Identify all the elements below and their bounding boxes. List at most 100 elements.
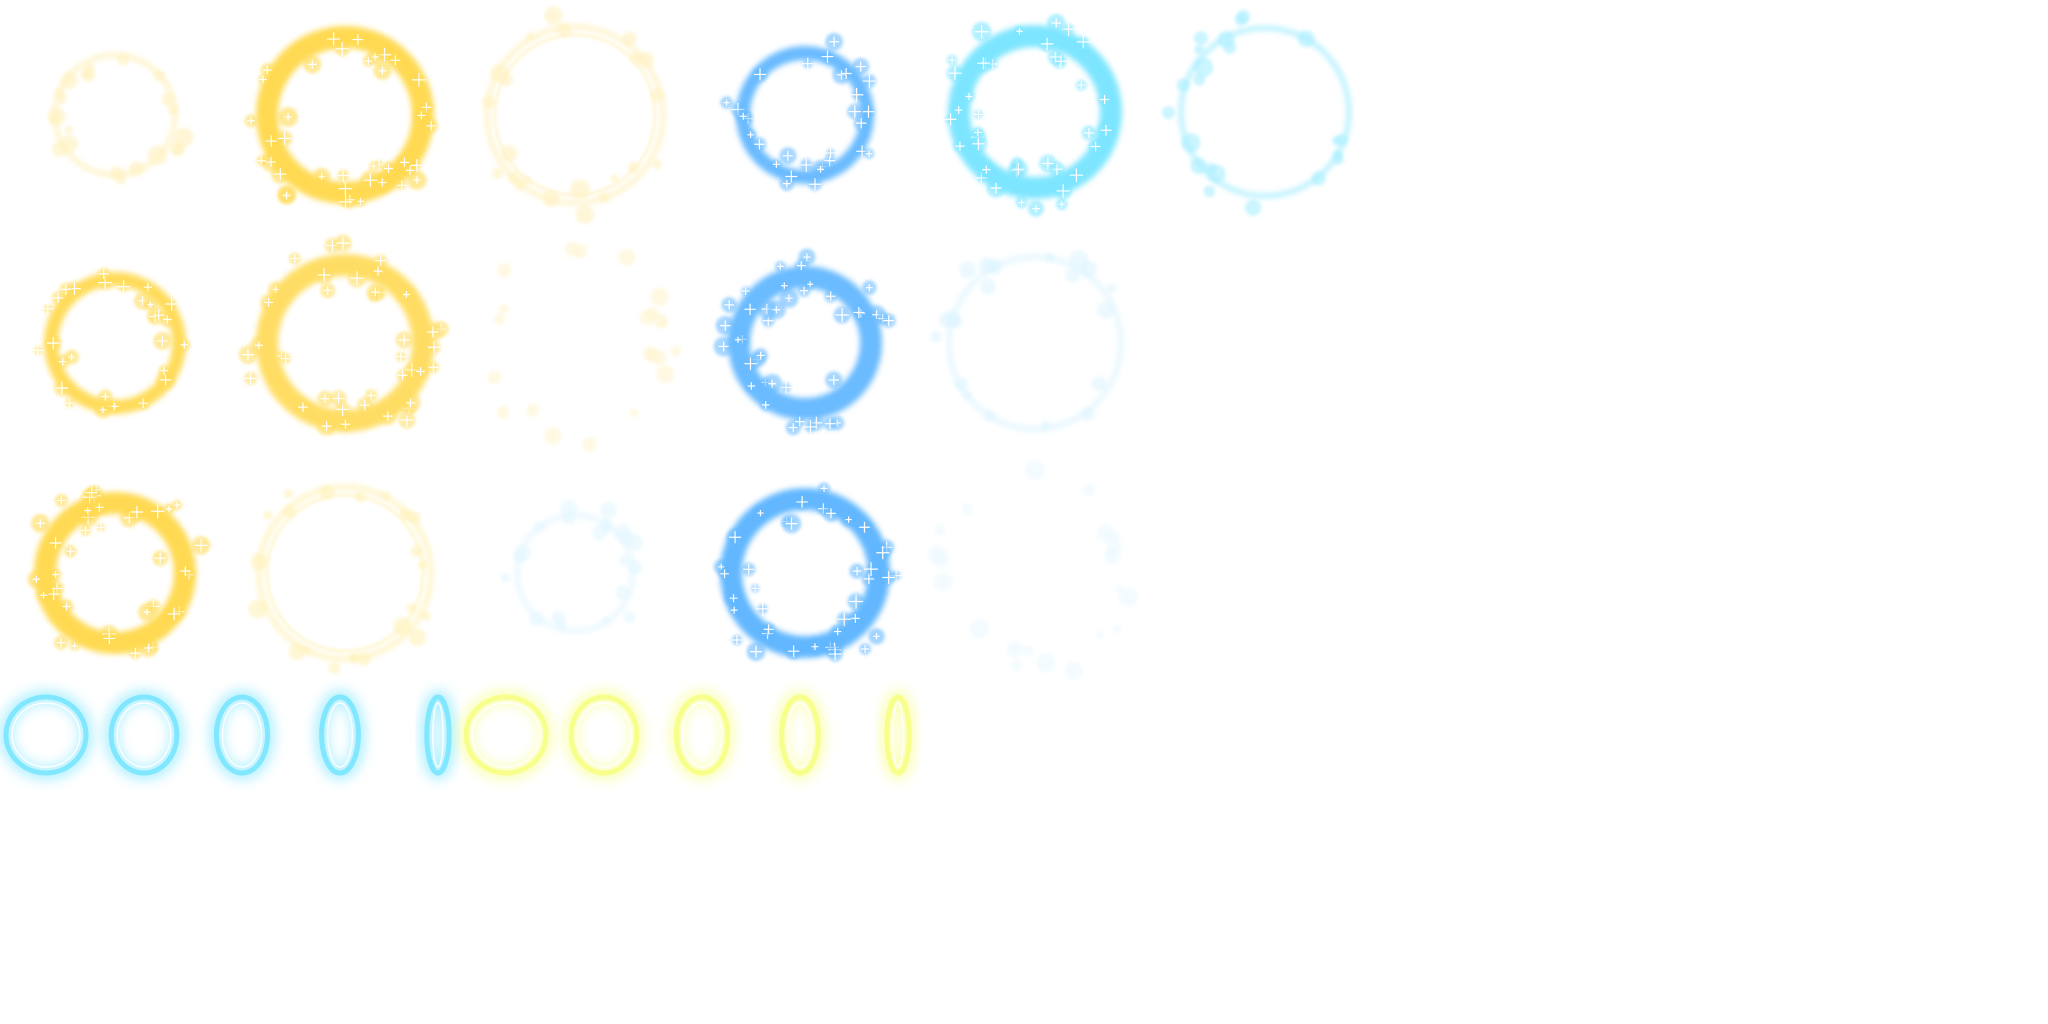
sparkle-icon	[84, 507, 91, 514]
sparkle-icon	[335, 42, 349, 56]
sparkle-icon	[747, 131, 754, 139]
glow-particle	[961, 503, 973, 515]
glow-particle	[263, 510, 273, 520]
glow-particle	[410, 545, 423, 558]
sparkle-icon	[95, 522, 106, 533]
sparkle-icon	[1076, 35, 1090, 49]
sparkle-icon	[373, 266, 383, 276]
sparkle-icon	[58, 357, 67, 366]
sparkle-icon	[265, 156, 277, 167]
ring-band	[947, 255, 1123, 431]
glow-particle	[954, 377, 969, 391]
glow-particle	[614, 524, 631, 540]
glow-particle	[1112, 624, 1122, 634]
sprite-cyan-ring-thin	[1162, 9, 1351, 216]
glow-particle	[933, 572, 953, 592]
sparkle-icon	[111, 403, 118, 410]
sprite-blue-ring-large-sparkle	[713, 482, 903, 662]
sparkle-icon	[744, 357, 757, 370]
sparkle-icon	[982, 165, 991, 174]
glow-particle	[575, 205, 595, 224]
sparkle-icon	[718, 563, 725, 570]
glow-particle	[934, 524, 946, 536]
glow-particle	[1082, 483, 1096, 497]
sparkle-icon	[371, 53, 379, 61]
glow-particle	[1044, 252, 1055, 262]
glow-particle	[650, 88, 665, 102]
glow-particle	[1065, 267, 1081, 283]
glow-particle	[932, 550, 950, 568]
ring-band	[1179, 26, 1351, 198]
sparkle-icon	[244, 372, 257, 385]
sparkle-icon	[972, 137, 985, 151]
sparkle-icon	[49, 537, 62, 549]
sparkle-icon	[364, 56, 373, 66]
glow-particle	[1190, 157, 1207, 175]
sparkle-icon	[1090, 141, 1101, 152]
sparkle-icon	[734, 336, 742, 343]
glow-particle	[650, 287, 669, 307]
glow-particle	[482, 95, 496, 109]
rotation-frame	[419, 690, 457, 780]
sparkle-icon	[724, 300, 734, 310]
sparkle-icon	[53, 292, 64, 303]
glow-particle	[670, 345, 682, 357]
glow-particle	[1105, 546, 1117, 558]
sparkle-icon	[1077, 81, 1086, 89]
sparkle-icon	[153, 309, 165, 321]
sparkle-icon	[264, 297, 274, 307]
sparkle-icon	[1061, 22, 1076, 37]
glow-particle	[64, 125, 74, 135]
sparkle-icon	[730, 606, 738, 614]
sparkle-icon	[241, 348, 255, 361]
glow-particle	[629, 408, 638, 418]
glow-particle	[1331, 136, 1342, 146]
sparkle-icon	[977, 57, 990, 70]
glow-particle	[626, 534, 644, 551]
glow-particle	[622, 31, 637, 46]
sparkle-icon	[284, 113, 292, 121]
sparkle-icon	[750, 645, 763, 658]
sparkle-icon	[417, 111, 426, 120]
glow-particle	[1217, 30, 1235, 48]
sparkle-icon	[390, 55, 401, 66]
sparkle-icon	[817, 165, 824, 173]
sparkle-icon	[396, 180, 407, 191]
glow-particle	[381, 491, 391, 501]
glow-particle	[1064, 661, 1083, 681]
glow-particle	[147, 145, 168, 165]
sparkle-icon	[755, 602, 770, 616]
rotation-frame	[879, 690, 917, 780]
sparkle-icon	[410, 159, 424, 172]
sparkle-icon	[411, 72, 426, 87]
sparkle-icon	[274, 168, 287, 181]
sparkle-icon	[787, 645, 800, 657]
glow-particle	[496, 405, 510, 419]
glow-particle	[526, 403, 540, 417]
sparkle-icon	[1050, 51, 1061, 63]
sparkle-icon	[68, 353, 75, 361]
sprite-gold-ring-outline	[248, 485, 433, 674]
sparkle-icon	[366, 391, 376, 400]
sparkle-icon	[785, 517, 798, 530]
sparkle-icon	[290, 254, 300, 263]
sparkle-icon	[395, 351, 407, 363]
sparkle-icon	[825, 291, 836, 302]
sparkle-icon	[756, 351, 765, 360]
sparkle-icon	[370, 163, 378, 170]
glow-particle	[1022, 645, 1034, 657]
rotation-frame	[314, 690, 366, 780]
sparkle-icon	[780, 282, 788, 290]
sparkle-icon	[718, 341, 729, 352]
sparkle-icon	[40, 591, 47, 599]
sparkle-icon	[780, 381, 792, 394]
glow-particle	[618, 248, 636, 266]
sparkle-icon	[246, 116, 255, 125]
glow-particle	[1203, 185, 1216, 198]
sparkle-icon	[101, 392, 110, 401]
sparkle-icon	[757, 509, 764, 517]
glow-particle	[167, 104, 179, 116]
rotation-frame	[774, 690, 826, 780]
sparkle-icon	[811, 643, 819, 651]
sparkle-icon	[399, 157, 410, 168]
